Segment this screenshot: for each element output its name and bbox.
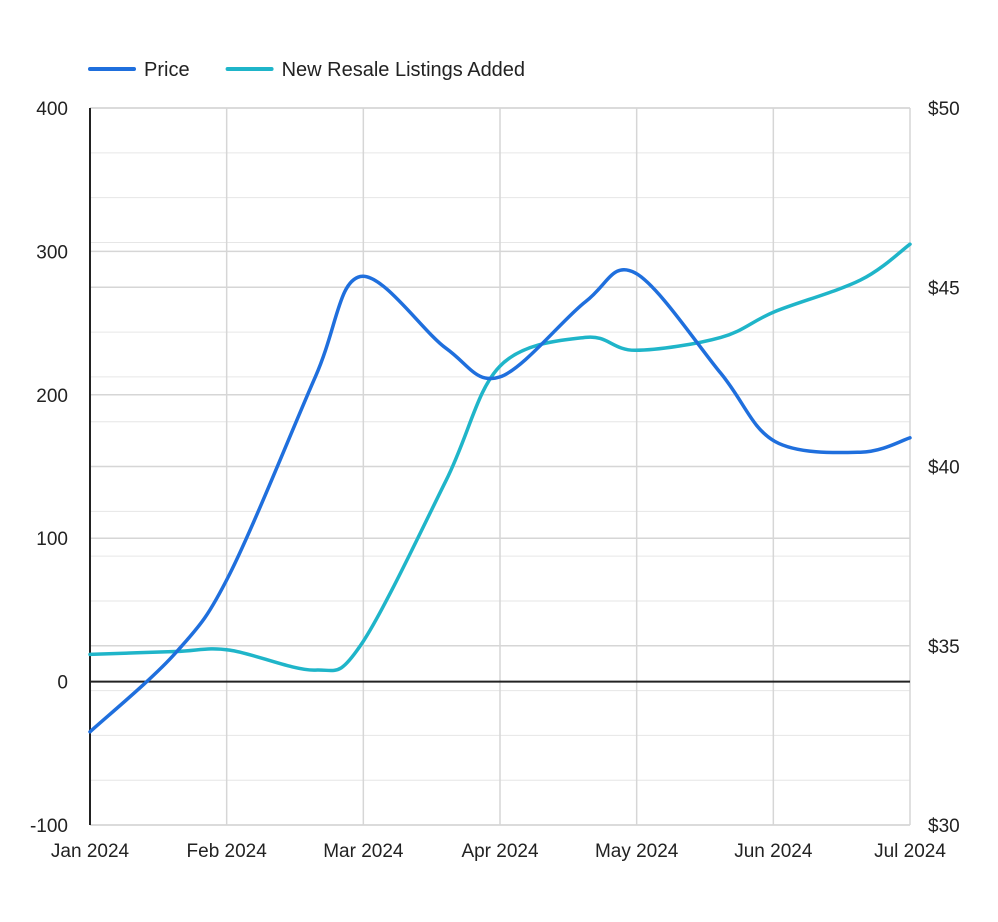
series-line-new-resale-listings-added [88, 242, 912, 673]
y-right-tick-label: $30 [928, 816, 960, 837]
x-tick-label: Apr 2024 [461, 841, 539, 862]
x-tick-label: Jan 2024 [51, 841, 130, 862]
legend-label-new-resale-listings-added: New Resale Listings Added [282, 59, 525, 81]
y-left-tick-label: 100 [36, 529, 68, 550]
x-tick-label: May 2024 [595, 841, 679, 862]
series-line-price [88, 267, 912, 734]
axes: Jan 2024 Feb 2024 Mar 2024 Apr 2024 May 2024… [30, 99, 960, 862]
legend: Price New Resale Listings Added [88, 59, 525, 81]
x-tick-label: Jul 2024 [874, 841, 946, 862]
y-left-tick-label: 200 [36, 386, 68, 407]
y-left-tick-label: 0 [57, 673, 68, 694]
y-left-tick-label: 300 [36, 242, 68, 263]
x-tick-label: Jun 2024 [734, 841, 813, 862]
y-left-tick-label: 400 [36, 99, 68, 120]
y-left-tick-label: -100 [30, 816, 68, 837]
x-tick-label: Mar 2024 [323, 841, 404, 862]
y-right-tick-label: $35 [928, 637, 960, 658]
y-right-tick-label: $50 [928, 99, 960, 120]
y-right-tick-label: $45 [928, 278, 960, 299]
x-tick-label: Feb 2024 [187, 841, 268, 862]
legend-label-price: Price [144, 59, 190, 81]
series-lines [88, 242, 912, 734]
y-right-tick-label: $40 [928, 458, 960, 479]
gridlines [89, 107, 911, 826]
